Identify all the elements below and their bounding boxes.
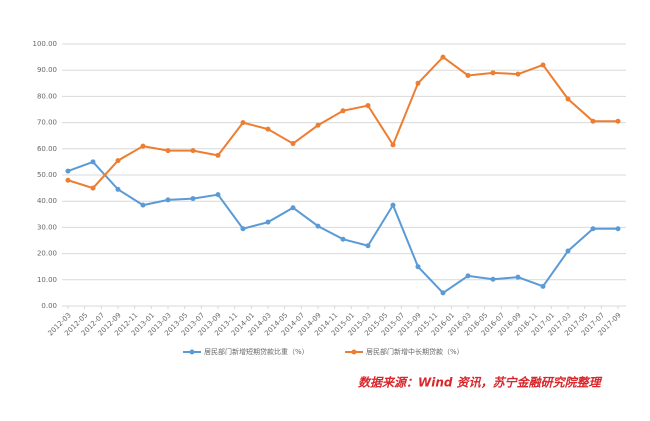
data-point bbox=[165, 197, 171, 203]
data-point bbox=[465, 273, 471, 279]
y-tick-label: 100.00 bbox=[33, 40, 58, 48]
data-point bbox=[615, 226, 621, 232]
y-tick-label: 70.00 bbox=[37, 119, 57, 127]
data-point bbox=[215, 192, 221, 198]
y-tick-label: 0.00 bbox=[41, 302, 57, 310]
source-note: 数据来源：Wind 资讯，苏宁金融研究院整理 bbox=[358, 376, 603, 390]
data-point bbox=[515, 274, 521, 280]
data-point bbox=[565, 248, 571, 254]
y-tick-label: 90.00 bbox=[37, 66, 57, 74]
legend-marker bbox=[351, 349, 357, 355]
y-tick-label: 10.00 bbox=[37, 276, 57, 284]
y-tick-label: 40.00 bbox=[37, 197, 57, 205]
data-point bbox=[490, 70, 496, 76]
data-point bbox=[90, 185, 96, 191]
y-tick-label: 60.00 bbox=[37, 145, 57, 153]
data-point bbox=[140, 202, 146, 208]
data-point bbox=[115, 186, 121, 192]
legend-label: 居民部门新增短期贷款比重（%） bbox=[204, 347, 309, 356]
data-point bbox=[590, 118, 596, 124]
data-point bbox=[415, 264, 421, 270]
data-point bbox=[90, 159, 96, 165]
data-point bbox=[315, 223, 321, 229]
data-point bbox=[440, 290, 446, 296]
data-point bbox=[365, 103, 371, 109]
data-point bbox=[490, 276, 496, 282]
legend-marker bbox=[189, 349, 195, 355]
data-point bbox=[365, 243, 371, 249]
data-point bbox=[240, 226, 246, 232]
data-point bbox=[265, 126, 271, 132]
data-point bbox=[115, 158, 121, 164]
data-point bbox=[140, 143, 146, 149]
y-tick-label: 80.00 bbox=[37, 92, 57, 100]
data-point bbox=[515, 71, 521, 77]
y-tick-label: 30.00 bbox=[37, 223, 57, 231]
data-point bbox=[615, 118, 621, 124]
data-point bbox=[340, 108, 346, 114]
data-point bbox=[265, 219, 271, 225]
data-point bbox=[290, 205, 296, 211]
data-point bbox=[340, 236, 346, 242]
legend-label: 居民部门新增中长期贷款（%） bbox=[366, 347, 464, 356]
data-point bbox=[240, 120, 246, 126]
y-tick-label: 20.00 bbox=[37, 250, 57, 258]
data-point bbox=[540, 62, 546, 68]
data-point bbox=[165, 148, 171, 154]
data-point bbox=[65, 168, 71, 174]
data-point bbox=[440, 54, 446, 60]
data-point bbox=[290, 141, 296, 147]
data-point bbox=[315, 122, 321, 128]
data-point bbox=[65, 177, 71, 183]
data-point bbox=[540, 283, 546, 289]
data-point bbox=[390, 142, 396, 148]
data-point bbox=[215, 152, 221, 158]
data-point bbox=[465, 72, 471, 78]
data-point bbox=[390, 202, 396, 208]
data-point bbox=[565, 96, 571, 102]
data-point bbox=[190, 148, 196, 154]
data-point bbox=[590, 226, 596, 232]
y-tick-label: 50.00 bbox=[37, 171, 57, 179]
data-point bbox=[190, 196, 196, 202]
data-point bbox=[415, 80, 421, 86]
